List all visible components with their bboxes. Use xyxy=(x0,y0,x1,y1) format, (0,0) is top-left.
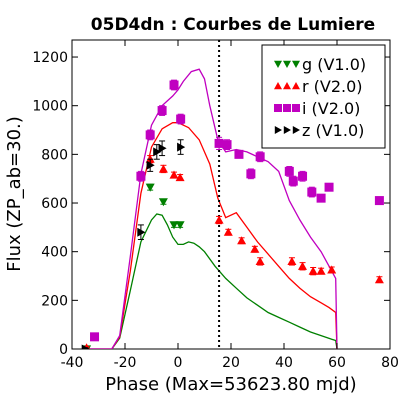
data-point-i xyxy=(298,171,308,181)
model-curve-g xyxy=(85,213,338,349)
data-point-i xyxy=(316,193,326,203)
data-point-r xyxy=(327,265,337,274)
legend-marker-r xyxy=(283,82,291,90)
data-point-r xyxy=(316,266,326,275)
data-point-r xyxy=(298,261,307,270)
legend-marker-i xyxy=(274,104,282,112)
y-tick-label: 1000 xyxy=(32,99,68,115)
legend-marker-g xyxy=(292,60,300,68)
data-point-i xyxy=(234,149,244,159)
data-point-i xyxy=(222,140,232,150)
data-point-r xyxy=(287,256,297,265)
data-point-i xyxy=(157,106,167,116)
data-point-g xyxy=(145,183,155,192)
data-point-r xyxy=(158,164,168,173)
y-tick-label: 600 xyxy=(41,196,68,212)
data-point-i xyxy=(169,80,179,90)
legend-marker-g xyxy=(274,60,282,68)
data-point-i xyxy=(307,187,317,197)
legend-label-i: i (V2.0) xyxy=(302,99,360,118)
data-point-r xyxy=(308,266,318,275)
data-point-i xyxy=(90,332,100,342)
chart-title: 05D4dn : Courbes de Lumiere xyxy=(91,15,375,35)
y-tick-label: 0 xyxy=(59,342,68,358)
y-tick-label: 200 xyxy=(41,293,68,309)
data-point-z xyxy=(177,142,186,152)
data-point-i xyxy=(246,169,256,179)
y-axis-label: Flux (ZP_ab=30.) xyxy=(4,116,25,272)
legend-marker-i xyxy=(292,104,300,112)
data-point-z xyxy=(146,160,155,170)
data-point-i xyxy=(288,176,298,186)
data-point-i xyxy=(284,166,294,176)
data-point-g xyxy=(175,221,185,230)
legend-marker-z xyxy=(283,126,291,134)
data-point-i xyxy=(176,114,186,124)
legend-marker-z xyxy=(274,126,282,134)
x-tick-label: 20 xyxy=(222,355,240,371)
data-point-z xyxy=(158,143,167,153)
y-tick-label: 800 xyxy=(41,147,68,163)
data-point-g xyxy=(169,221,179,230)
legend-label-z: z (V1.0) xyxy=(302,121,364,140)
data-point-r xyxy=(214,215,224,224)
data-points xyxy=(81,79,384,349)
data-point-r xyxy=(250,244,260,253)
x-axis-label: Phase (Max=53623.80 mjd) xyxy=(105,374,356,395)
data-point-i xyxy=(255,152,265,162)
x-tick-label: -20 xyxy=(114,355,137,371)
legend-marker-g xyxy=(283,60,291,68)
model-curve-r xyxy=(85,122,338,349)
legend-marker-r xyxy=(292,82,300,90)
model-curves xyxy=(85,68,338,349)
data-point-r xyxy=(374,275,384,284)
data-point-i xyxy=(145,130,155,140)
data-point-z xyxy=(153,147,162,157)
data-point-r xyxy=(223,227,233,236)
x-tick-label: 0 xyxy=(174,355,183,371)
data-point-r xyxy=(255,256,265,265)
x-tick-label: 40 xyxy=(275,355,293,371)
legend-marker-i xyxy=(283,104,291,112)
x-tick-label: 60 xyxy=(328,355,346,371)
model-curve-i xyxy=(85,68,338,349)
data-point-r xyxy=(237,236,247,245)
y-tick-label: 400 xyxy=(41,245,68,261)
legend-label-g: g (V1.0) xyxy=(302,55,366,74)
data-point-g xyxy=(158,198,168,207)
legend-marker-z xyxy=(292,126,300,134)
legend-label-r: r (V2.0) xyxy=(302,77,363,96)
legend: g (V1.0) r (V2.0) i (V2.0) z (V1.0) xyxy=(261,44,386,149)
data-point-i xyxy=(324,182,334,192)
y-tick-label: 1200 xyxy=(32,50,68,66)
data-point-r xyxy=(169,170,179,179)
legend-box xyxy=(261,44,386,149)
x-tick-label: 80 xyxy=(381,355,399,371)
x-tick-label: -40 xyxy=(61,355,84,371)
data-point-i xyxy=(374,196,384,206)
legend-marker-r xyxy=(274,82,282,90)
data-point-r xyxy=(175,173,185,182)
data-point-z xyxy=(137,227,146,237)
data-point-i xyxy=(136,171,146,181)
data-point-i xyxy=(214,138,224,148)
data-point-z xyxy=(81,344,90,349)
